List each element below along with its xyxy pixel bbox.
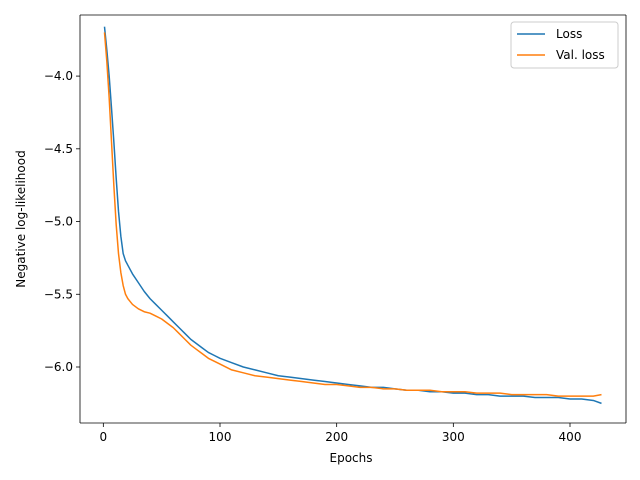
plot-area <box>80 15 626 423</box>
series-line-val-loss <box>103 32 602 397</box>
x-axis-ticks: 0 100 200 300 400 <box>100 423 582 444</box>
legend: Loss Val. loss <box>510 21 619 69</box>
y-tick-label: −5.0 <box>44 215 73 229</box>
y-tick-label: −5.5 <box>44 287 73 301</box>
y-axis-ticks: −6.0 −5.5 −5.0 −4.5 −4.0 <box>44 69 80 374</box>
legend-label-loss: Loss <box>556 27 582 41</box>
series-layer <box>103 26 602 405</box>
series-line-loss <box>103 26 602 405</box>
y-tick-label: −4.5 <box>44 142 73 156</box>
legend-label-val-loss: Val. loss <box>556 48 605 62</box>
y-tick-label: −4.0 <box>44 69 73 83</box>
x-axis-label: Epochs <box>330 451 373 465</box>
x-tick-label: 100 <box>209 430 232 444</box>
plot-background <box>80 15 626 423</box>
axes-frame <box>79 14 627 424</box>
x-tick-label: 0 <box>100 430 108 444</box>
y-tick-label: −6.0 <box>44 360 73 374</box>
y-axis-label: Negative log-likelihood <box>14 150 28 287</box>
x-tick-label: 400 <box>559 430 582 444</box>
x-tick-label: 300 <box>442 430 465 444</box>
x-tick-label: 200 <box>325 430 348 444</box>
